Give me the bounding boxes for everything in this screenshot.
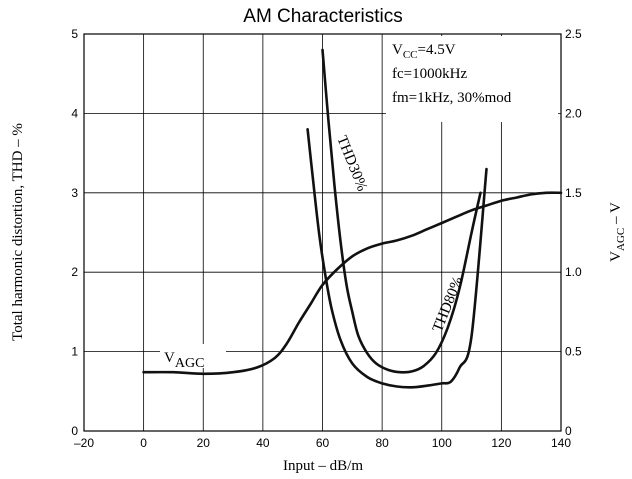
conditions-box — [386, 36, 558, 122]
curves — [142, 48, 563, 389]
x-tick-label: 80 — [375, 436, 389, 450]
curve-thd30- — [321, 48, 482, 374]
left-tick-label: 5 — [71, 27, 78, 41]
left-tick-label: 4 — [71, 106, 78, 120]
x-tick-label: 40 — [256, 436, 270, 450]
right-tick-label: 0.5 — [565, 345, 582, 359]
right-axis-title: VAGC – V — [608, 202, 627, 262]
curve-thd80- — [306, 128, 488, 389]
x-axis-title: Input – dB/m — [283, 458, 363, 474]
vagc-label: VAGC — [164, 350, 204, 371]
right-tick-label: 1.0 — [565, 265, 582, 279]
left-tick-label: 1 — [71, 345, 78, 359]
fm-annotation: fm=1kHz, 30%mod — [392, 90, 512, 106]
x-tick-label: 100 — [432, 436, 452, 450]
chart-title: AM Characteristics — [243, 6, 402, 27]
fc-annotation: fc=1000kHz — [392, 66, 467, 82]
x-tick-label: 60 — [316, 436, 330, 450]
left-tick-label: 0 — [71, 424, 78, 438]
x-tick-label: 140 — [551, 436, 571, 450]
right-tick-label: 2.5 — [565, 27, 582, 41]
thd30-label: THD30% — [333, 134, 370, 194]
x-axis-ticks: –20 0 20 40 60 80 100 120 140 — [74, 436, 571, 450]
right-tick-label: 1.5 — [565, 186, 582, 200]
left-tick-label: 2 — [71, 265, 78, 279]
plot-frame — [83, 33, 562, 432]
x-tick-label: 120 — [491, 436, 511, 450]
right-tick-label: 0 — [565, 424, 572, 438]
left-axis-ticks: 0 1 2 3 4 5 — [71, 27, 78, 438]
right-tick-label: 2.0 — [565, 106, 582, 120]
left-tick-label: 3 — [71, 186, 78, 200]
vagc-label-bg — [160, 344, 226, 368]
x-tick-label: 0 — [140, 436, 147, 450]
right-axis-ticks: 0 0.5 1.0 1.5 2.0 2.5 — [565, 27, 582, 438]
x-tick-label: –20 — [74, 436, 94, 450]
thd80-label: THD80% — [430, 274, 467, 334]
x-tick-label: 20 — [197, 436, 211, 450]
vcc-annotation: VCC=4.5V — [392, 42, 456, 61]
left-axis-title: Total harmonic distortion, THD – % — [10, 123, 26, 341]
curve-vagc — [142, 191, 563, 376]
